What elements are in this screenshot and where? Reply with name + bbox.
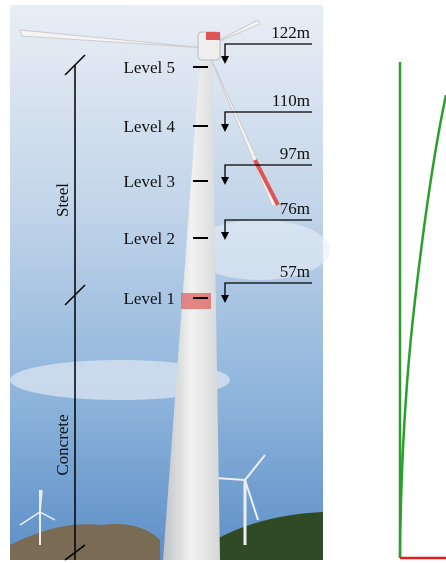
section-label: Steel (53, 183, 72, 217)
height-label: 122m (271, 23, 310, 42)
height-label: 76m (280, 199, 310, 218)
level-label: Level 3 (124, 172, 175, 191)
height-label: 97m (280, 144, 310, 163)
level-label: Level 2 (124, 229, 175, 248)
level-label: Level 4 (124, 117, 176, 136)
height-label: 57m (280, 262, 310, 281)
nacelle-stripe (206, 32, 220, 40)
height-label: 110m (272, 91, 310, 110)
figure: Steel Concrete Level 5 122m Level 4 110m Lev… (0, 0, 446, 563)
level-label: Level 5 (124, 58, 175, 77)
section-label: Concrete (53, 414, 72, 475)
tower-band (181, 293, 211, 309)
mode-shape (400, 62, 446, 558)
mode-curve (400, 95, 446, 558)
level-label: Level 1 (124, 289, 175, 308)
